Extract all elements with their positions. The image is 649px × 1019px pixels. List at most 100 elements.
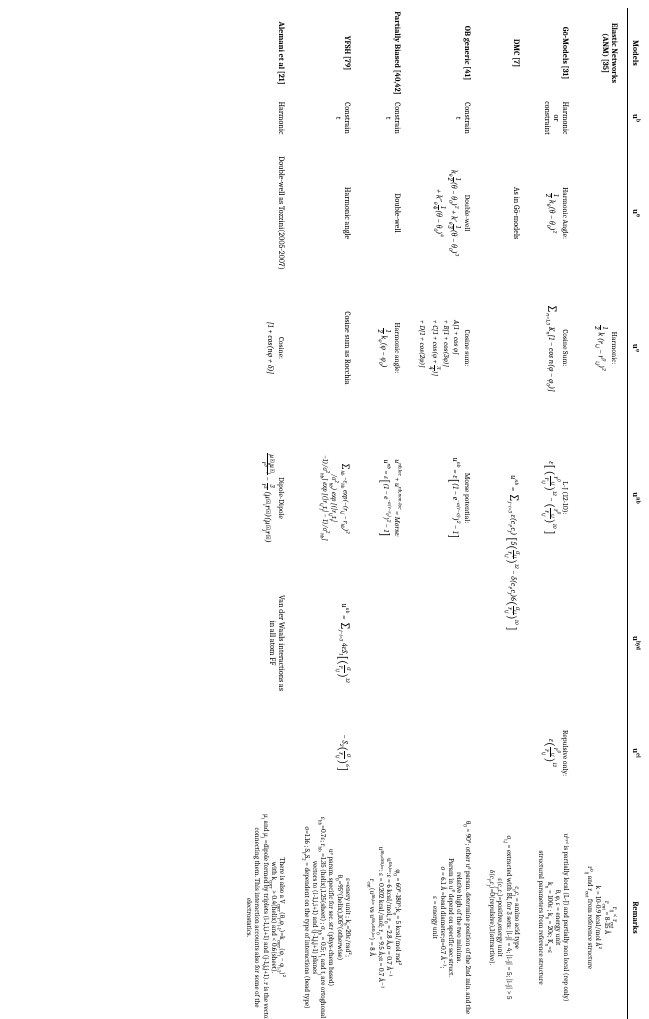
go-utheta-eq: 12 kθ(θ − θ0)2 bbox=[544, 193, 559, 233]
yfsh-uel: − S2(σri,j)6] bbox=[294, 698, 360, 808]
yfsh-remarks: ε=enery unit ; kθ=20ε/rad²;θ0=95°(helix)… bbox=[294, 808, 360, 1019]
dmc-utheta: As in Gō-models bbox=[480, 138, 530, 288]
yfsh-uphi: Cosine sum as Rocchia bbox=[294, 288, 360, 408]
alemani-uphi: Cosine: [1 + cos(nφ + δ)] bbox=[237, 288, 294, 408]
alemani-unb-label: Dipole-Dipole bbox=[277, 411, 286, 585]
go-uel-label: Repulsive only: bbox=[561, 701, 570, 805]
potentials-table: Models ub uθ uφ unb uhyd uel Remarks Ela… bbox=[237, 8, 643, 1019]
ob-uphi: Cosine sum: A[1 + cos φ] + B[1 + cos(3φ)… bbox=[410, 288, 480, 408]
ob-uphi-eq: A[1 + cos φ] + B[1 + cos(3φ)] + C[1 + co… bbox=[418, 320, 461, 376]
col-unb: unb bbox=[628, 408, 644, 588]
pb-unb-eq: unb,loc + unb,non-loc = Morse: unb = ε[(… bbox=[377, 459, 401, 536]
go-uel: Repulsive only: ε(r0i,jri,j)12 bbox=[529, 698, 578, 808]
pb-ub: Constraint bbox=[360, 98, 410, 138]
go-uphi-eq: ∑n=1,3 Kn[1 − cos n(φ − φ0)] bbox=[543, 304, 559, 392]
dmc-uphi bbox=[480, 288, 530, 408]
pb-uel bbox=[360, 698, 410, 808]
alemani-uphi-eq: [1 + cos(nφ + δ)] bbox=[265, 322, 275, 374]
elastic-uphi-eq: 12 k (ri,j − r0i,j)2 bbox=[593, 325, 608, 370]
yfsh-uhyd: unb = ∑j−i>3 4εS1[(σri,j)12 bbox=[294, 588, 360, 698]
go-unb: L-J (12-10): ε[ (r0i,jri,j)12 − (r0i,jri… bbox=[529, 408, 578, 588]
go-unb-eq: ε[ (r0i,jri,j)12 − (r0i,jri,j)10 ] bbox=[541, 461, 559, 535]
go-uphi-label: Cosine Sum: bbox=[561, 291, 570, 405]
yfsh-uel-eq: − S2(σri,j)6] bbox=[334, 735, 352, 772]
alemani-unb-eq: µ⃗i·µ⃗jr³ − 3r⁵ (µ⃗i·r⃗)(µ⃗j·r⃗) bbox=[260, 453, 275, 543]
ob-remarks: θ0 ≈ 90°; other uᶿ param. determine posi… bbox=[410, 808, 480, 1019]
pb-uphi-label: Harmonic angle: bbox=[393, 291, 402, 405]
elastic-model: Elastic Networks (ANM) [35] bbox=[578, 8, 628, 98]
alemani-utheta: Double-well as Tozzini(2005-2007) bbox=[237, 138, 294, 288]
alemani-uhyd: Van der Waals interactions as in all ato… bbox=[237, 588, 294, 698]
col-ub: ub bbox=[628, 98, 644, 138]
ob-uhyd bbox=[410, 588, 480, 698]
elastic-unb bbox=[578, 408, 628, 588]
ob-unb-label: Morse potential: bbox=[463, 411, 472, 585]
pb-uhyd bbox=[360, 588, 410, 698]
col-models: Models bbox=[628, 8, 644, 98]
pb-utheta: Double-well bbox=[360, 138, 410, 288]
col-uel: uel bbox=[628, 698, 644, 808]
page-root: Models ub uθ uφ unb uhyd uel Remarks Ela… bbox=[0, 0, 649, 1019]
yfsh-uhyd-eq: unb = ∑j−i>3 4εS1[(σri,j)12 bbox=[334, 603, 352, 682]
elastic-uel bbox=[578, 698, 628, 808]
alemani-unb: Dipole-Dipole µ⃗i·µ⃗jr³ − 3r⁵ (µ⃗i·r⃗)(µ… bbox=[237, 408, 294, 588]
ob-uphi-label: Cosine sum: bbox=[463, 291, 472, 405]
alemani-uphi-label: Cosine: bbox=[277, 291, 286, 405]
alemani-uel bbox=[237, 698, 294, 808]
elastic-uphi-label: Harmonic: bbox=[610, 291, 619, 405]
ob-model: OB generic [41] bbox=[410, 8, 480, 98]
col-utheta: uθ bbox=[628, 138, 644, 288]
row-ob: OB generic [41] Constraint Double-well k… bbox=[410, 8, 480, 1019]
col-uhyd: uhyd bbox=[628, 588, 644, 698]
header-row: Models ub uθ uφ unb uhyd uel Remarks bbox=[628, 8, 644, 1019]
col-uphi: uφ bbox=[628, 288, 644, 408]
ob-uel bbox=[410, 698, 480, 808]
yfsh-model: YFSH [79] bbox=[294, 8, 360, 98]
pb-model: Partially Biased [40,42] bbox=[360, 8, 410, 98]
dmc-remarks: ci,cj = amino acid typeσi,j = extracted … bbox=[480, 808, 530, 1019]
elastic-utheta bbox=[578, 138, 628, 288]
ob-utheta-label: Double-well bbox=[463, 141, 472, 285]
pb-uphi-eq: 12 kφ(φ − φ0) bbox=[376, 328, 391, 367]
go-uphi: Cosine Sum: ∑n=1,3 Kn[1 − cos n(φ − φ0)] bbox=[529, 288, 578, 408]
row-alemani: Alemani et al [21] Harmonic Double-well … bbox=[237, 8, 294, 1019]
row-elastic: Elastic Networks (ANM) [35] Harmonic: 12… bbox=[578, 8, 628, 1019]
pb-remarks: φ0 = 60°-180°;kφ= 5 kcal/mol rad²uⁿᵇ·ˡᵒᶜ… bbox=[360, 808, 410, 1019]
go-ub: Harmonic or constraint bbox=[529, 98, 578, 138]
dmc-unb-eq: unb = ∑j−i>3 ε(ci,cj) [5(σi,jri,j)12 − δ… bbox=[503, 475, 521, 631]
go-unb-label: L-J (12-10): bbox=[561, 411, 570, 585]
yfsh-unb: ∑hb −εhb exp(−(ri,j − rhb)2 /σ2hb) exp [… bbox=[294, 408, 360, 588]
go-utheta: Harmonic Angle: 12 kθ(θ − θ0)2 bbox=[529, 138, 578, 288]
ob-ub: Constraint bbox=[410, 98, 480, 138]
dmc-unb: unb = ∑j−i>3 ε(ci,cj) [5(σi,jri,j)12 − δ… bbox=[480, 408, 530, 698]
elastic-uphi: Harmonic: 12 k (ri,j − r0i,j)2 bbox=[578, 288, 628, 408]
row-go: Gō-Models [31] Harmonic or constraint Ha… bbox=[529, 8, 578, 1019]
ob-unb: Morse potential: unb = ε[(1 − e−α(r−σ))2… bbox=[410, 408, 480, 588]
pb-unb: unb,loc + unb,non-loc = Morse: unb = ε[(… bbox=[360, 408, 410, 588]
col-remarks: Remarks bbox=[628, 808, 644, 1019]
dmc-uel bbox=[480, 698, 530, 808]
elastic-uhyd bbox=[578, 588, 628, 698]
go-uhyd bbox=[529, 588, 578, 698]
go-utheta-label: Harmonic Angle: bbox=[561, 141, 570, 285]
go-model: Gō-Models [31] bbox=[529, 8, 578, 98]
go-uel-eq: ε(r0i,jri,j)12 bbox=[541, 739, 559, 767]
yfsh-utheta: Harmonic angle bbox=[294, 138, 360, 288]
dmc-model: DMC [7] bbox=[480, 8, 530, 98]
dmc-ub bbox=[480, 98, 530, 138]
pb-uphi: Harmonic angle: 12 kφ(φ − φ0) bbox=[360, 288, 410, 408]
alemani-remarks: There is also a Vcorr(θi,φi-1)=kcorr(φi … bbox=[237, 808, 294, 1019]
yfsh-unb-eq: ∑hb −εhb exp(−(ri,j − rhb)2 /σ2hb) exp [… bbox=[321, 455, 353, 540]
ob-utheta: Double-well kθ12(θ − θ0)2 + k′θ13(θ − θ0… bbox=[410, 138, 480, 288]
elastic-ub bbox=[578, 98, 628, 138]
alemani-ub: Harmonic bbox=[237, 98, 294, 138]
row-dmc: DMC [7] As in Gō-models unb = ∑j−i>3 ε(c… bbox=[480, 8, 530, 1019]
row-yfsh: YFSH [79] Constraint Harmonic angle Cosi… bbox=[294, 8, 360, 1019]
yfsh-ub: Constraint bbox=[294, 98, 360, 138]
elastic-remarks: rij < rcutrcut ≈ 8-15 Åk ≈ 10-0.9 kcal/m… bbox=[578, 808, 628, 1019]
ob-unb-eq: unb = ε[(1 − e−α(r−σ))2 − 1] bbox=[445, 458, 461, 539]
ob-utheta-eq: kθ12(θ − θ0)2 + k′θ13(θ − θ0)3 + k″θ14(θ… bbox=[431, 170, 461, 256]
alemani-model: Alemani et al [21] bbox=[237, 8, 294, 98]
go-remarks: uʰʸᵈ is partially local (L-J) and partia… bbox=[529, 808, 578, 1019]
row-pb: Partially Biased [40,42] Constraint Doub… bbox=[360, 8, 410, 1019]
